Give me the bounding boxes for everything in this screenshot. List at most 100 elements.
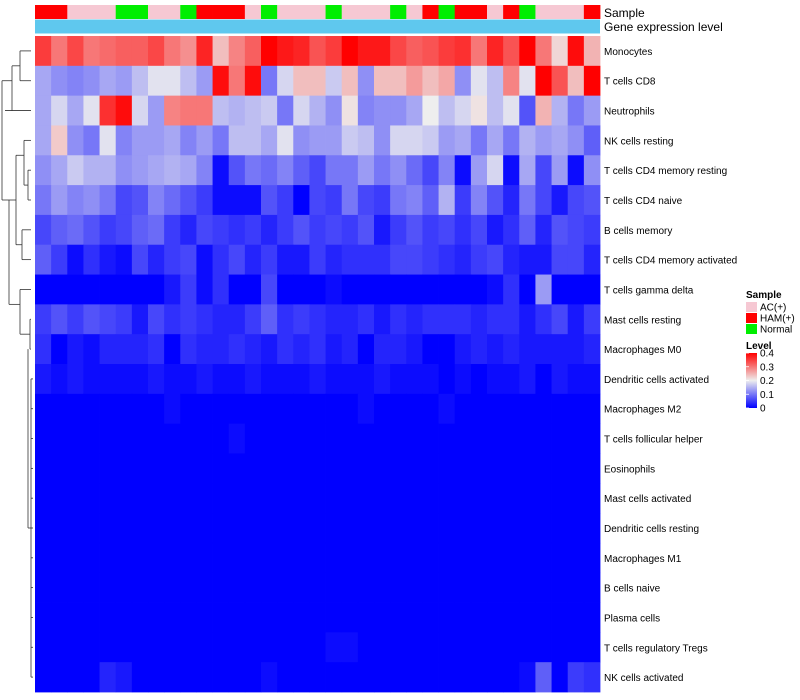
heatmap-cell bbox=[228, 304, 246, 335]
heatmap-cell bbox=[212, 513, 230, 544]
heatmap-cell bbox=[503, 662, 520, 693]
heatmap-cell bbox=[293, 632, 310, 663]
heatmap-cell bbox=[83, 423, 100, 454]
heatmap-cell bbox=[148, 185, 165, 216]
heatmap-cell bbox=[244, 36, 262, 67]
heatmap-cell bbox=[164, 602, 181, 633]
level-legend-title: Level bbox=[746, 341, 772, 352]
heatmap-cell bbox=[196, 65, 213, 97]
heatmap-cell bbox=[196, 572, 213, 603]
heatmap-cell bbox=[487, 483, 504, 514]
heatmap-cell bbox=[83, 95, 100, 126]
heatmap-cell bbox=[567, 364, 585, 395]
heatmap-cell bbox=[325, 274, 343, 305]
heatmap-cell bbox=[115, 334, 133, 365]
heatmap-cell bbox=[487, 244, 504, 275]
heatmap-cell bbox=[212, 602, 230, 633]
heatmap-cell bbox=[244, 364, 262, 395]
heatmap-cell bbox=[470, 513, 488, 544]
heatmap-cells bbox=[35, 36, 601, 693]
heatmap-cell bbox=[293, 65, 310, 97]
heatmap-cell bbox=[309, 65, 326, 97]
heatmap-cell bbox=[487, 423, 504, 454]
heatmap-cell bbox=[277, 542, 294, 574]
heatmap-cell bbox=[551, 274, 569, 305]
heatmap-cell bbox=[67, 572, 84, 603]
heatmap-cell bbox=[503, 423, 520, 454]
heatmap-cell bbox=[261, 453, 278, 484]
heatmap-cell bbox=[180, 572, 197, 603]
heatmap-cell bbox=[148, 453, 165, 484]
heatmap-cell bbox=[374, 155, 391, 186]
heatmap-cell bbox=[567, 274, 585, 305]
heatmap-cell bbox=[357, 155, 375, 186]
heatmap-cell bbox=[390, 304, 407, 335]
heatmap-cell bbox=[293, 513, 310, 544]
heatmap-cell bbox=[115, 602, 133, 633]
heatmap-cell bbox=[567, 304, 585, 335]
heatmap-cell bbox=[519, 364, 536, 395]
heatmap-cell bbox=[325, 513, 343, 544]
heatmap-cell bbox=[131, 602, 149, 633]
heatmap-cell bbox=[406, 632, 423, 663]
heatmap-cell bbox=[293, 453, 310, 484]
heatmap-cell bbox=[51, 364, 68, 395]
heatmap-cell bbox=[99, 602, 117, 633]
heatmap-cell bbox=[309, 304, 326, 335]
heatmap-cell bbox=[180, 334, 197, 365]
heatmap-cell bbox=[180, 155, 197, 186]
heatmap-cell bbox=[535, 274, 552, 305]
heatmap-cell bbox=[51, 185, 68, 216]
heatmap-cell bbox=[244, 423, 262, 454]
heatmap-cell bbox=[261, 364, 278, 395]
heatmap-cell bbox=[406, 244, 423, 275]
heatmap-cell bbox=[567, 513, 585, 544]
heatmap-cell bbox=[148, 274, 165, 305]
heatmap-cell bbox=[35, 36, 52, 67]
row-label: Dendritic cells activated bbox=[604, 375, 709, 386]
heatmap-cell bbox=[422, 304, 439, 335]
heatmap-cell bbox=[196, 364, 213, 395]
heatmap-cell bbox=[341, 36, 359, 67]
heatmap-cell bbox=[212, 155, 230, 186]
sample-legend-swatch bbox=[746, 324, 757, 334]
heatmap-cell bbox=[228, 274, 246, 305]
heatmap-cell bbox=[83, 453, 100, 484]
level-tick-label: 0.4 bbox=[760, 349, 774, 360]
heatmap-cell bbox=[567, 185, 585, 216]
heatmap-cell bbox=[131, 95, 149, 126]
heatmap-cell bbox=[583, 632, 601, 663]
heatmap-cell bbox=[196, 244, 213, 275]
heatmap-cell bbox=[83, 274, 100, 305]
heatmap-cell bbox=[422, 125, 439, 156]
heatmap-cell bbox=[180, 453, 197, 484]
heatmap-cell bbox=[309, 274, 326, 305]
heatmap-cell bbox=[51, 423, 68, 454]
heatmap-cell bbox=[422, 36, 439, 67]
heatmap-cell bbox=[212, 95, 230, 126]
sample-annotation-label: Sample bbox=[604, 6, 645, 20]
sample-annotation-cell bbox=[567, 5, 585, 19]
heatmap-cell bbox=[244, 155, 262, 186]
heatmap-cell bbox=[374, 364, 391, 395]
heatmap-cell bbox=[277, 662, 294, 693]
heatmap-cell bbox=[83, 334, 100, 365]
heatmap-cell bbox=[115, 662, 133, 693]
heatmap-cell bbox=[341, 334, 359, 365]
heatmap-cell bbox=[83, 304, 100, 335]
heatmap-cell bbox=[341, 364, 359, 395]
heatmap-cell bbox=[551, 572, 569, 603]
heatmap-cell bbox=[115, 453, 133, 484]
heatmap-cell bbox=[83, 36, 100, 67]
heatmap-cell bbox=[341, 185, 359, 216]
row-label: T cells follicular helper bbox=[604, 435, 703, 446]
heatmap-cell bbox=[422, 483, 439, 514]
heatmap-cell bbox=[277, 155, 294, 186]
heatmap-cell bbox=[470, 65, 488, 97]
heatmap-cell bbox=[390, 423, 407, 454]
heatmap-cell bbox=[551, 453, 569, 484]
heatmap-cell bbox=[583, 304, 601, 335]
heatmap-cell bbox=[228, 453, 246, 484]
heatmap-cell bbox=[438, 36, 456, 67]
heatmap-cell bbox=[180, 125, 197, 156]
